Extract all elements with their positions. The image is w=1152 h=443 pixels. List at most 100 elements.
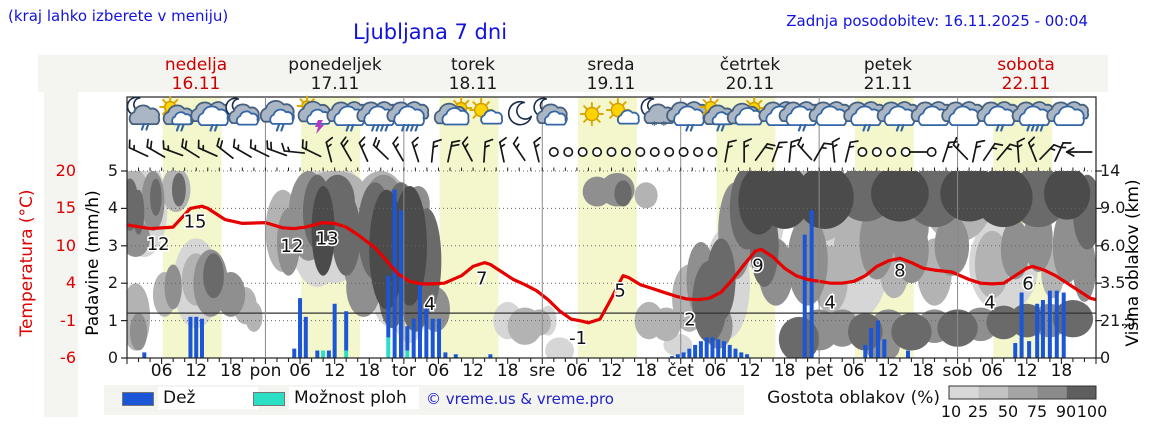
wind-barb-icon [606,147,617,157]
precip-tick-0: 0 [107,348,118,367]
rain-bar [326,350,331,358]
cloud-blob [891,313,932,351]
day-name: sreda [587,55,635,75]
page-title: Ljubljana 7 dni [352,20,508,44]
temperature-value-label: 4 [424,294,435,315]
showers-bar [344,350,349,358]
day-name: nedelja [164,55,228,75]
day-date: 20.11 [725,74,775,94]
svg-text:* *: * * [651,119,667,132]
cloudheight-tick-35: 3.5 [1100,273,1126,292]
wind-barb-icon [743,138,753,163]
rain-bar [1054,290,1059,358]
day-header-sobota[interactable]: sobota 22.11 [951,56,1101,94]
day-header-nedelja[interactable]: nedelja 16.11 [121,56,271,94]
wind-barb-icon [483,138,494,163]
time-label: 18 [635,361,657,381]
cloud-density-legend-label: Gostota oblakov (%) [762,387,945,409]
rain-bar [303,316,308,358]
clouds-hrain-icon [1011,101,1055,132]
day-header-cetrtek[interactable]: četrtek 20.11 [675,56,825,94]
cloud-scale-segment [1066,386,1096,399]
rain-bar [1061,292,1066,358]
scale-label-100: 100 [1076,402,1108,421]
copyright-link[interactable]: © vreme.us & vreme.pro [426,390,614,408]
rain-bar [443,352,448,358]
showers-legend-label: Možnost ploh [289,387,419,409]
cloud-scale-segment [1007,386,1038,399]
cloud-rain-icon [259,99,295,132]
rain-bar [1047,290,1052,358]
temperature-value-label: -1 [569,328,587,349]
temp-tick-15: 15 [55,198,76,217]
rain-bar [453,354,458,358]
day-header-torek[interactable]: torek 18.11 [398,56,548,94]
wind-barb-icon [232,138,252,158]
temperature-value-label: 13 [316,228,339,249]
temp-tick-10: 10 [55,236,76,255]
day-abbr-label: pon [249,361,281,381]
showers-bar [321,350,326,358]
time-label: 12 [878,361,900,381]
temperature-value-label: 9 [752,256,763,277]
day-name: četrtek [719,55,781,75]
rain-bar [188,316,193,358]
day-date: 18.11 [448,74,498,94]
rain-bar [430,318,435,358]
sun-rain-icon [159,96,195,132]
rain-bar [727,344,732,358]
showers-bar [405,350,410,358]
cloud-blob [974,230,1010,299]
clouds-icon [1046,101,1090,127]
last-update-timestamp: Zadnja posodobitev: 16.11.2025 - 00:04 [786,12,1088,30]
time-label: 06 [981,361,1003,381]
wind-barb-icon [249,139,270,158]
rain-bar [386,275,391,338]
precip-tick-2: 2 [107,273,118,292]
day-header-ponedeljek[interactable]: ponedeljek 17.11 [260,56,410,94]
rain-bar [733,348,738,358]
time-label: 06 [566,361,588,381]
temperature-value-label: 2 [684,309,695,330]
rain-bar [704,337,709,358]
wind-barb-icon [358,136,369,162]
rain-bar [809,210,814,358]
rain-bar [863,344,868,358]
rain-bar [1027,341,1032,358]
time-label: 12 [324,361,346,381]
wind-barb-icon [430,138,442,163]
temp-axis-strip [44,55,78,417]
wind-barb-icon [797,136,813,161]
wind-barb-icon [707,147,718,157]
wind-barb-icon [844,140,859,163]
day-header-sreda[interactable]: sreda 19.11 [536,56,686,94]
cloud-blob [758,171,811,229]
scale-label-75: 75 [1026,402,1048,421]
clouds-hrain-icon [386,101,430,132]
wind-barb-icon [498,136,507,163]
day-date: 17.11 [310,74,360,94]
wind-barb-icon [693,147,704,157]
rain-legend-swatch [122,392,154,406]
rain-bar [1040,300,1045,358]
wind-barb-icon [181,138,200,159]
wind-barb-icon [649,147,660,157]
cloud-scale-segment [978,386,1008,399]
sun-cloud-small-icon [605,98,640,125]
cloud-blob [614,180,632,207]
wind-barb-icon [754,143,776,161]
scale-label-50: 50 [997,402,1019,421]
wind-barb-icon [447,139,461,163]
time-label: 18 [220,361,242,381]
wind-barb-icon [871,147,882,157]
wind-barb-icon [577,147,588,157]
wind-barb-icon [664,147,675,157]
wind-barb-icon [197,139,218,157]
cloud-blob [545,337,575,358]
rain-legend-label: Dež [158,387,258,409]
rain-bar [142,352,147,358]
wind-barb-icon [1027,136,1038,163]
day-header-petek[interactable]: petek 21.11 [813,56,963,94]
cloud-scale-segment [1037,386,1067,399]
